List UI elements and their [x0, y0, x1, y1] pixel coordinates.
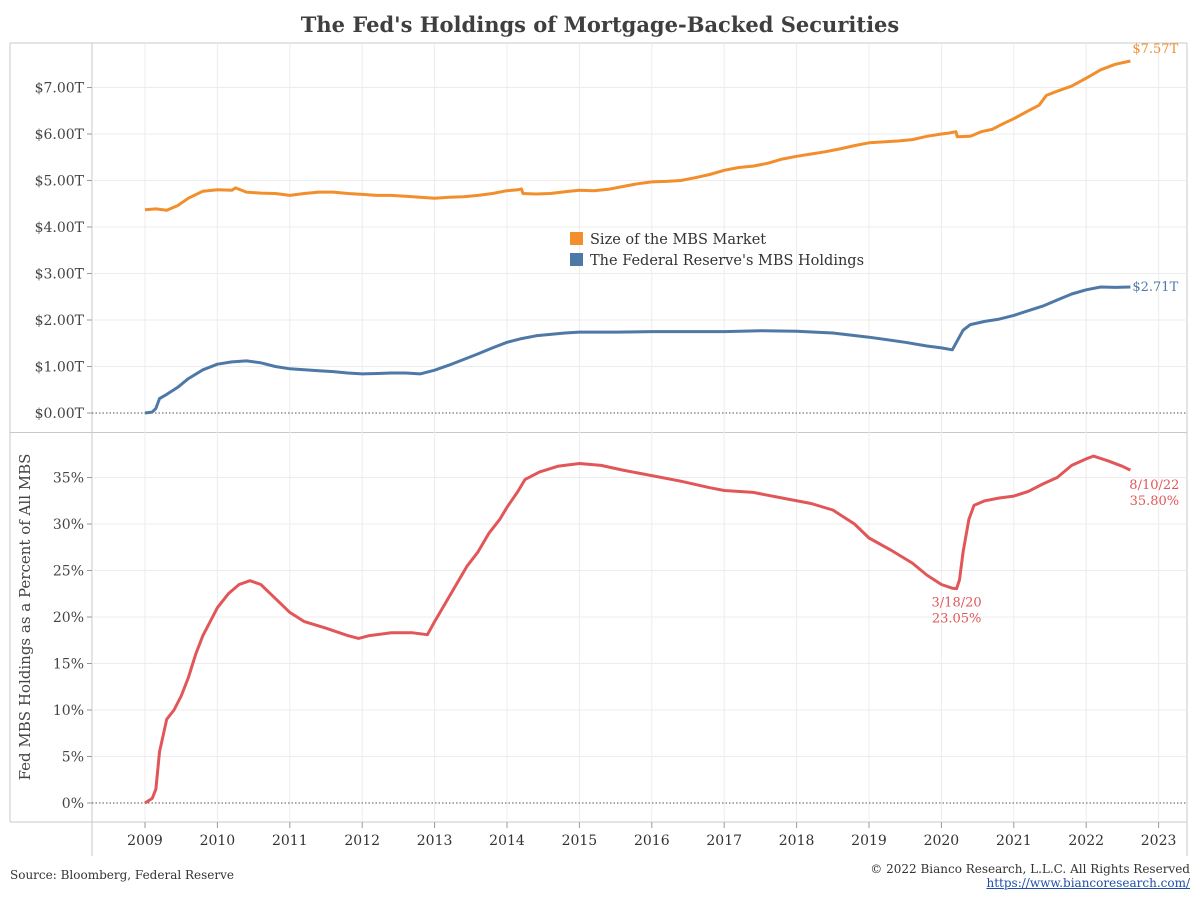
series-end-label: $7.57T — [1132, 42, 1178, 57]
y-tick-label: 10% — [53, 703, 84, 719]
chart-frame — [9, 42, 1188, 856]
series-line-1-0 — [144, 454, 1132, 805]
annotation-label: 35.80% — [1130, 494, 1180, 509]
y-tick-label: $5.00T — [35, 174, 85, 190]
x-tick-label: 2010 — [200, 833, 236, 849]
series-line-0-1 — [144, 285, 1131, 415]
x-tick-label: 2023 — [1141, 833, 1177, 849]
x-tick-label: 2021 — [996, 833, 1032, 849]
footer-copyright: © 2022 Bianco Research, L.L.C. All Right… — [870, 862, 1190, 876]
y-tick-label: $6.00T — [35, 127, 85, 143]
y-tick-label: $3.00T — [35, 267, 85, 283]
y-tick-label: 25% — [53, 564, 84, 580]
y-tick-label: 15% — [53, 657, 84, 673]
x-tick-label: 2018 — [779, 833, 815, 849]
y-tick-label: 30% — [53, 517, 84, 533]
x-tick-label: 2014 — [489, 833, 525, 849]
footer-url-link[interactable]: https://www.biancoresearch.com/ — [986, 876, 1190, 890]
x-tick-label: 2011 — [272, 833, 308, 849]
legend-label-fed-holdings: The Federal Reserve's MBS Holdings — [590, 253, 864, 269]
x-tick-label: 2012 — [344, 833, 380, 849]
bottom-y-axis-label: Fed MBS Holdings as a Percent of All MBS — [16, 454, 34, 781]
chart-title: The Fed's Holdings of Mortgage-Backed Se… — [300, 12, 900, 37]
footer-source: Source: Bloomberg, Federal Reserve — [10, 868, 235, 882]
top-panel: $0.00T $1.00T $2.00T $3.00T $4.00T $5.00T $6.0… — [35, 42, 1187, 422]
y-tick-label: $1.00T — [35, 360, 85, 376]
legend-label-mbs-market: Size of the MBS Market — [590, 232, 766, 248]
x-tick-label: 2013 — [417, 833, 453, 849]
x-tick-label: 2020 — [924, 833, 960, 849]
series-line-0-0 — [144, 59, 1131, 212]
y-tick-label: $0.00T — [35, 406, 85, 422]
annotation-label: 23.05% — [932, 612, 982, 627]
annotation-label: 8/10/22 — [1129, 478, 1179, 493]
y-tick-label: $7.00T — [35, 81, 85, 97]
x-tick-label: 2016 — [634, 833, 670, 849]
legend: Size of the MBS Market The Federal Reser… — [570, 232, 864, 269]
footer-right: © 2022 Bianco Research, L.L.C. All Right… — [870, 862, 1190, 890]
legend-swatch-fed-holdings — [570, 253, 583, 266]
x-axis: 2009 2010 2011 2012 2013 2014 2015 2016 2017 2018… — [127, 822, 1176, 849]
y-tick-label: 20% — [53, 610, 84, 626]
series-end-label: $2.71T — [1132, 280, 1178, 295]
annotation: 3/18/2023.05% — [932, 596, 982, 627]
x-tick-label: 2009 — [127, 833, 163, 849]
bottom-panel: 0% 5% 10% 15% 20% 25% 30% 35% 3/18/2023.05% 8/10/… — [53, 454, 1187, 812]
annotation-label: 3/18/20 — [932, 596, 982, 611]
y-tick-label: $2.00T — [35, 313, 85, 329]
y-tick-label: $4.00T — [35, 220, 85, 236]
x-tick-label: 2022 — [1068, 833, 1104, 849]
x-tick-label: 2019 — [851, 833, 887, 849]
x-tick-label: 2015 — [562, 833, 598, 849]
y-tick-label: 5% — [62, 750, 84, 766]
y-tick-label: 0% — [62, 796, 84, 812]
x-tick-label: 2017 — [706, 833, 742, 849]
legend-swatch-mbs-market — [570, 232, 583, 245]
y-tick-label: 35% — [53, 471, 84, 487]
